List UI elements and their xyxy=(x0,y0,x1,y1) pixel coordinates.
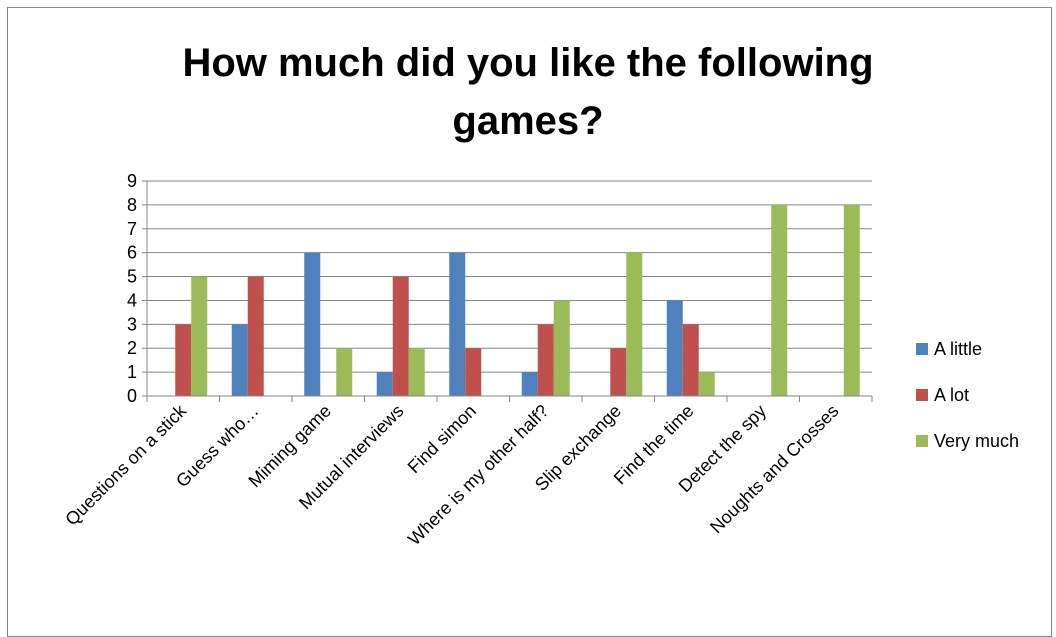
gridlines xyxy=(147,180,872,373)
bar-a-little-3 xyxy=(304,252,321,396)
bar-a-lot-5 xyxy=(465,348,482,396)
bar-a-lot-4 xyxy=(392,276,409,396)
bar-very-much-3 xyxy=(336,348,353,396)
x-category-label: Where is my other half? xyxy=(404,401,553,550)
bar-a-lot-6 xyxy=(537,324,554,396)
bars xyxy=(175,204,860,396)
bar-a-little-6 xyxy=(521,372,538,396)
legend-swatch xyxy=(916,389,928,401)
chart-title: How much did you like the following game… xyxy=(0,34,1056,150)
y-tick-label: 1 xyxy=(127,362,137,382)
y-tick-label: 2 xyxy=(127,338,137,358)
bar-a-lot-7 xyxy=(610,348,627,396)
bar-very-much-7 xyxy=(626,252,643,396)
chart-title-line-1: How much did you like the following xyxy=(182,41,874,85)
legend-label: A lot xyxy=(934,385,969,405)
y-tick-label: 0 xyxy=(127,386,137,406)
bar-a-lot-2 xyxy=(247,276,264,396)
bar-very-much-9 xyxy=(771,204,788,396)
y-tick-label: 6 xyxy=(127,243,137,263)
bar-a-lot-8 xyxy=(682,324,699,396)
axes xyxy=(142,180,873,402)
bar-very-much-1 xyxy=(191,276,208,396)
bar-a-little-2 xyxy=(231,324,248,396)
x-category-label: Find simon xyxy=(404,401,480,477)
bar-very-much-4 xyxy=(408,348,425,396)
bar-a-little-4 xyxy=(376,372,393,396)
bar-a-little-5 xyxy=(449,252,466,396)
legend: A little A lot Very much xyxy=(916,339,1019,451)
legend-label: A little xyxy=(934,339,982,359)
y-tick-label: 9 xyxy=(127,171,137,191)
bar-a-little-8 xyxy=(666,300,683,396)
chart-frame xyxy=(7,7,1052,637)
bar-very-much-8 xyxy=(698,372,715,396)
bar-very-much-6 xyxy=(553,300,570,396)
x-category-label: Questions on a stick xyxy=(61,400,190,529)
y-tick-labels: 0 1 2 3 4 5 6 7 8 9 xyxy=(127,171,137,406)
y-tick-label: 5 xyxy=(127,267,137,287)
y-tick-label: 7 xyxy=(127,219,137,239)
bar-a-lot-1 xyxy=(175,324,192,396)
y-tick-label: 3 xyxy=(127,314,137,334)
x-category-label: Noughts and Crosses xyxy=(706,401,843,538)
legend-swatch xyxy=(916,435,928,447)
legend-label: Very much xyxy=(934,431,1019,451)
y-tick-label: 8 xyxy=(127,195,137,215)
bar-very-much-10 xyxy=(843,204,860,396)
chart-title-line-2: games? xyxy=(452,99,604,143)
y-tick-label: 4 xyxy=(127,290,137,310)
legend-swatch xyxy=(916,343,928,355)
